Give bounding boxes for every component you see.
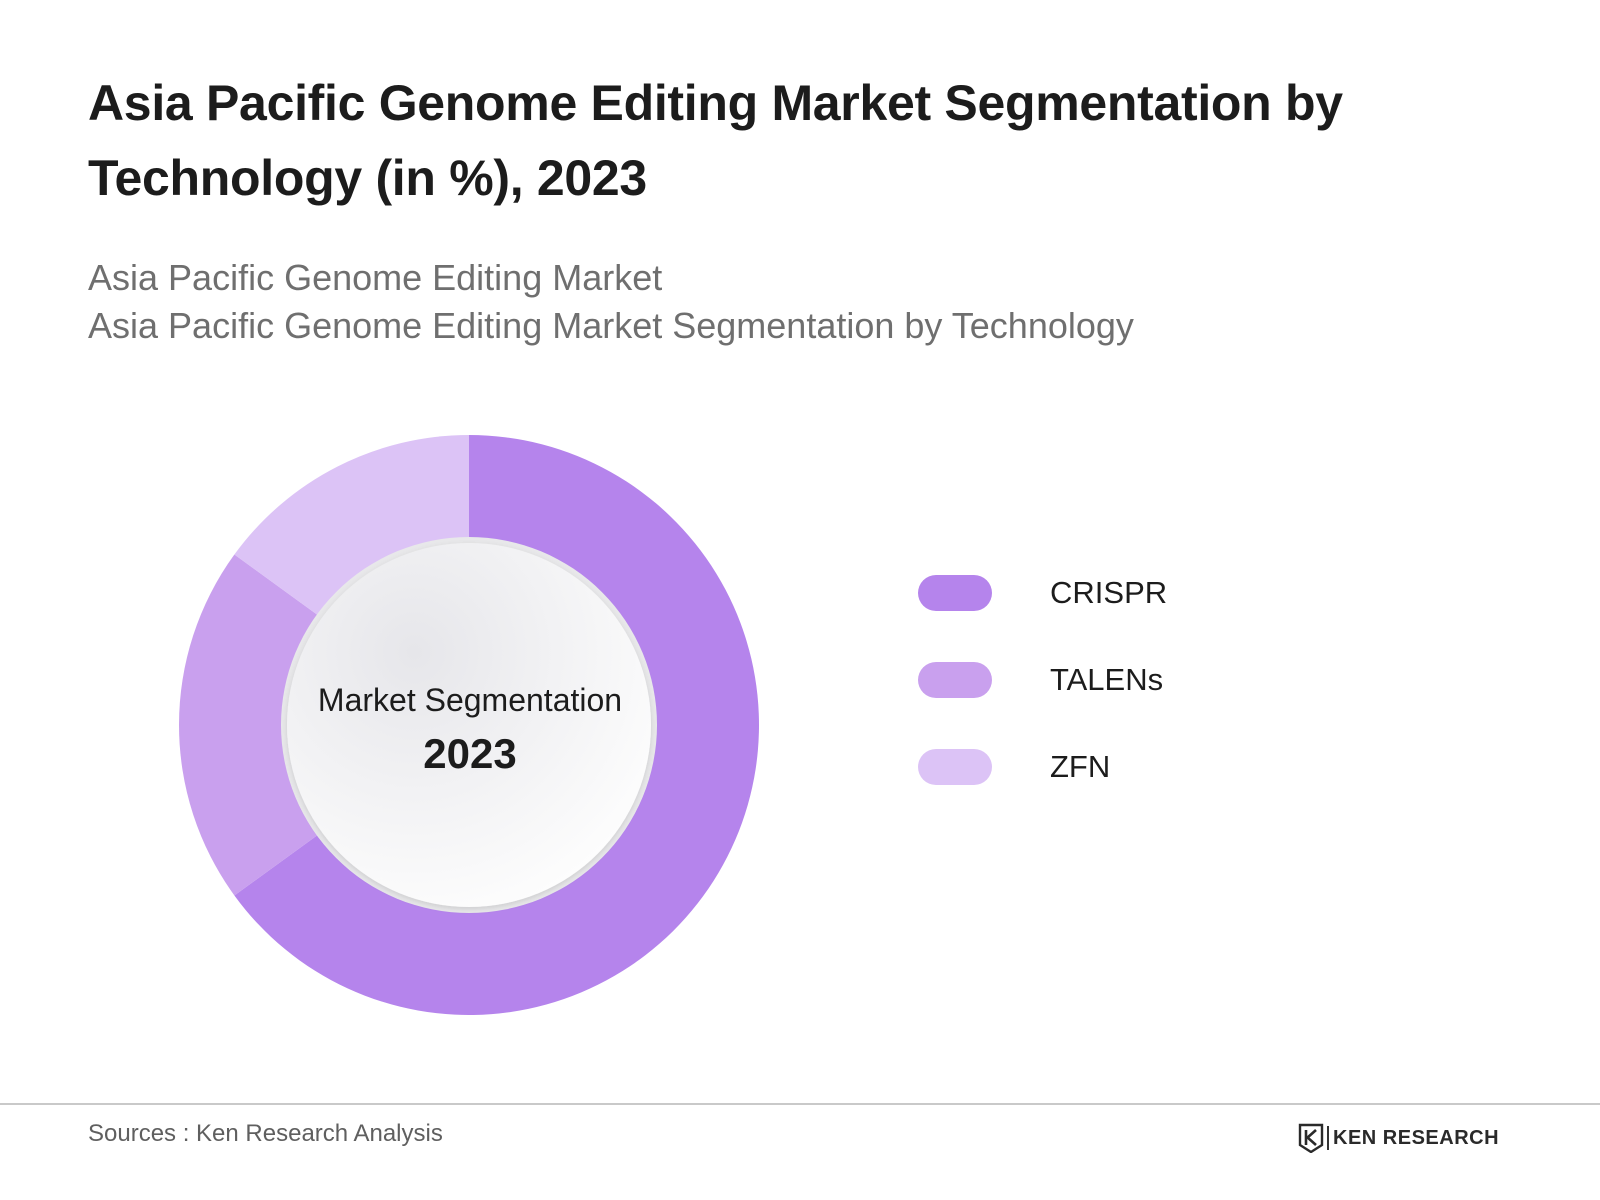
subtitle-line-2: Asia Pacific Genome Editing Market Segme… (88, 305, 1134, 346)
legend-label-crispr: CRISPR (1050, 575, 1168, 610)
legend-item-talens: TALENs (918, 662, 1167, 698)
donut-chart (179, 435, 759, 1015)
center-label-year: 2023 (423, 730, 517, 777)
source-note: Sources : Ken Research Analysis (88, 1120, 443, 1147)
legend-label-zfn: ZFN (1050, 749, 1111, 784)
chart-legend: CRISPR TALENs ZFN (918, 575, 1167, 836)
ken-research-logo-icon (1298, 1123, 1324, 1153)
footer-divider (0, 1103, 1600, 1105)
center-label-title: Market Segmentation (317, 682, 623, 718)
legend-swatch-talens (918, 662, 992, 698)
brand-separator (1327, 1126, 1329, 1150)
legend-label-talens: TALENs (1050, 662, 1164, 697)
subtitle-line-1: Asia Pacific Genome Editing Market (88, 257, 663, 298)
legend-swatch-crispr (918, 575, 992, 611)
chart-title: Asia Pacific Genome Editing Market Segme… (88, 75, 1343, 206)
chart-subtitle: Asia Pacific Genome Editing Market Asia … (88, 254, 1488, 350)
donut-center-label: Market Segmentation 2023 (300, 680, 640, 782)
brand: KEN RESEARCH (1298, 1122, 1499, 1154)
chart-area: Market Segmentation 2023 CRISPR TALENs Z… (0, 400, 1600, 1060)
legend-item-crispr: CRISPR (918, 575, 1167, 611)
donut-center (287, 543, 651, 907)
brand-name: KEN RESEARCH (1333, 1126, 1500, 1149)
legend-item-zfn: ZFN (918, 749, 1167, 785)
legend-swatch-zfn (918, 749, 992, 785)
